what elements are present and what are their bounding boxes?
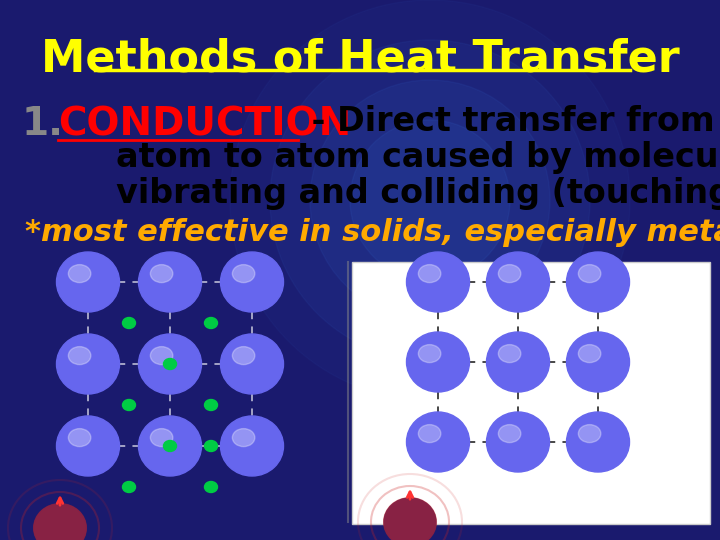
Text: *most effective in solids, especially metals*: *most effective in solids, especially me… — [25, 218, 720, 247]
Ellipse shape — [122, 318, 135, 328]
Ellipse shape — [233, 347, 255, 364]
Ellipse shape — [56, 334, 120, 394]
Ellipse shape — [163, 441, 176, 451]
Text: - Direct transfer from: - Direct transfer from — [300, 105, 715, 138]
Ellipse shape — [220, 334, 284, 394]
Ellipse shape — [150, 429, 173, 447]
Ellipse shape — [68, 265, 91, 282]
Ellipse shape — [578, 265, 601, 282]
Ellipse shape — [233, 429, 255, 447]
Ellipse shape — [56, 416, 120, 476]
Ellipse shape — [407, 412, 469, 472]
Ellipse shape — [578, 345, 601, 362]
Ellipse shape — [204, 318, 217, 328]
Text: CONDUCTION: CONDUCTION — [58, 105, 351, 143]
Ellipse shape — [384, 498, 436, 540]
Ellipse shape — [122, 400, 135, 410]
Ellipse shape — [220, 252, 284, 312]
Ellipse shape — [418, 424, 441, 443]
Ellipse shape — [567, 332, 629, 392]
Circle shape — [310, 80, 550, 320]
Ellipse shape — [138, 334, 202, 394]
Ellipse shape — [220, 416, 284, 476]
Ellipse shape — [487, 412, 549, 472]
Text: Methods of Heat Transfer: Methods of Heat Transfer — [40, 38, 680, 81]
Ellipse shape — [487, 252, 549, 312]
Ellipse shape — [68, 429, 91, 447]
Circle shape — [270, 40, 590, 360]
Ellipse shape — [138, 252, 202, 312]
Ellipse shape — [418, 265, 441, 282]
Ellipse shape — [418, 345, 441, 362]
Ellipse shape — [498, 265, 521, 282]
Ellipse shape — [204, 441, 217, 451]
Ellipse shape — [150, 265, 173, 282]
Text: atom to atom caused by molecules: atom to atom caused by molecules — [58, 141, 720, 174]
Ellipse shape — [204, 482, 217, 492]
Ellipse shape — [407, 252, 469, 312]
Ellipse shape — [498, 424, 521, 443]
Ellipse shape — [122, 482, 135, 492]
Ellipse shape — [578, 424, 601, 443]
Circle shape — [230, 0, 630, 400]
Ellipse shape — [204, 400, 217, 410]
FancyBboxPatch shape — [352, 262, 710, 524]
Ellipse shape — [487, 332, 549, 392]
Ellipse shape — [567, 412, 629, 472]
Ellipse shape — [56, 252, 120, 312]
Ellipse shape — [34, 504, 86, 540]
Ellipse shape — [407, 332, 469, 392]
Ellipse shape — [68, 347, 91, 364]
Text: 1.: 1. — [22, 105, 64, 143]
Ellipse shape — [163, 359, 176, 369]
Ellipse shape — [150, 347, 173, 364]
Circle shape — [350, 120, 510, 280]
Ellipse shape — [567, 252, 629, 312]
Ellipse shape — [138, 416, 202, 476]
Ellipse shape — [233, 265, 255, 282]
Text: vibrating and colliding (touching).: vibrating and colliding (touching). — [58, 177, 720, 210]
Ellipse shape — [498, 345, 521, 362]
